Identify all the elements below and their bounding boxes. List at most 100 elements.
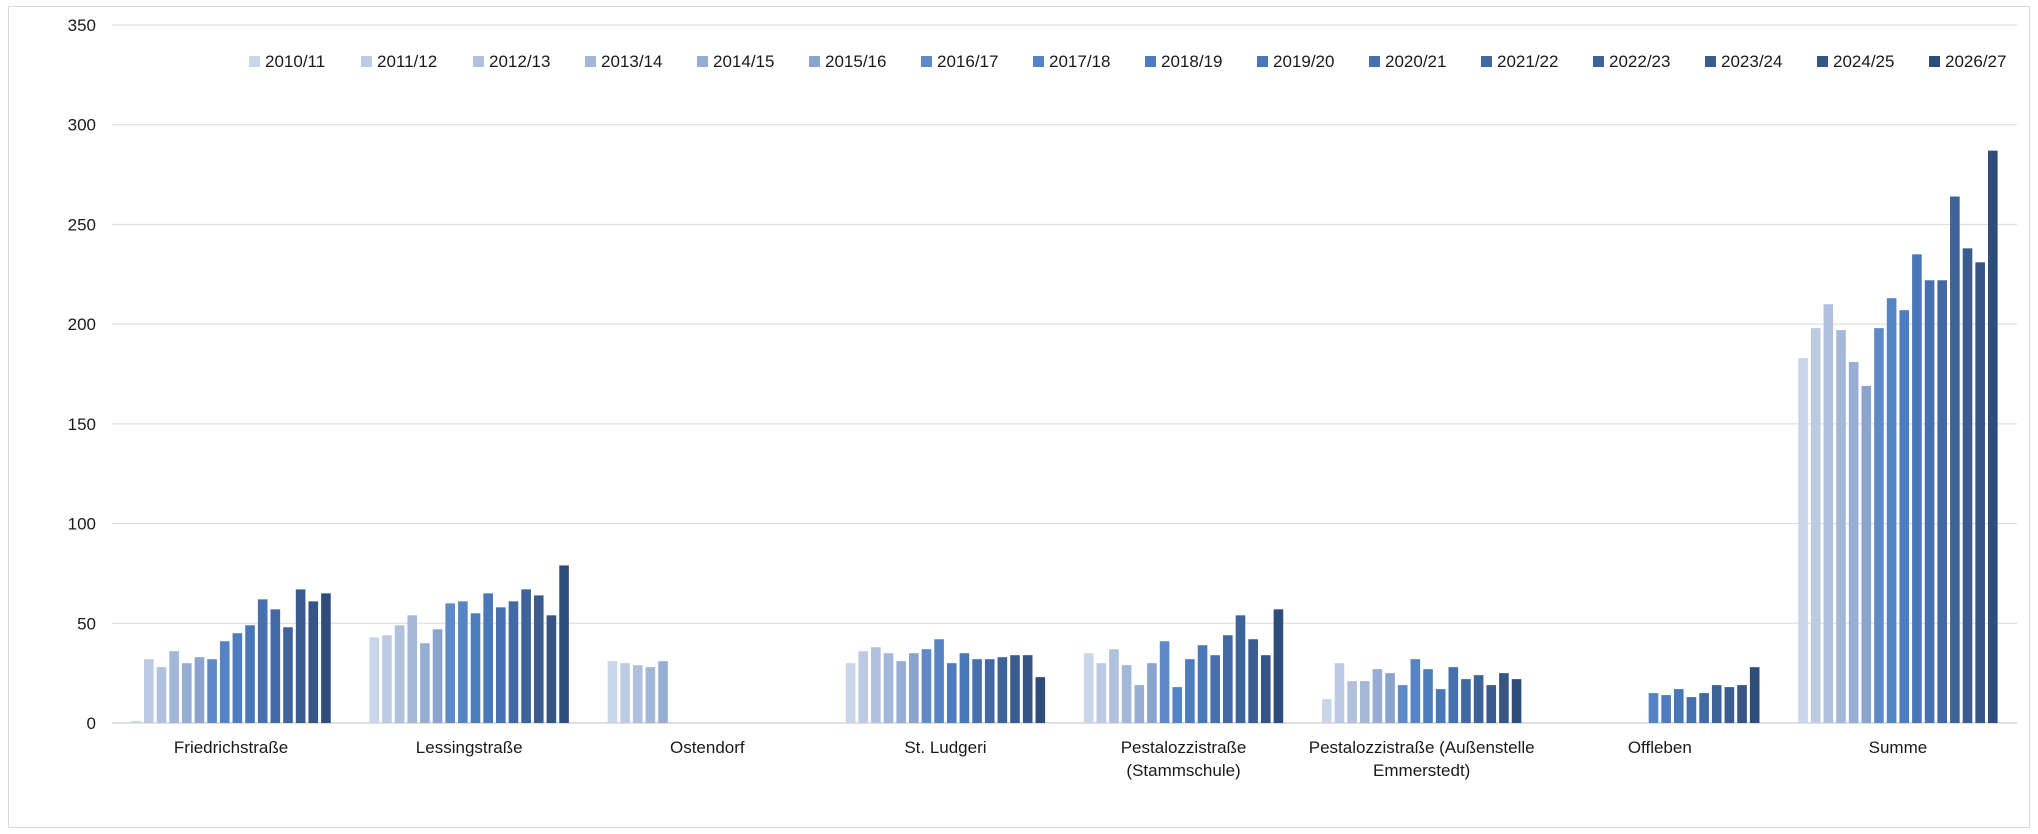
bar: [508, 601, 519, 723]
x-category-label: Pestalozzistraße (Außenstelle: [1309, 738, 1535, 757]
bar: [1172, 687, 1183, 723]
bar: [131, 721, 141, 723]
bar: [1673, 689, 1684, 723]
legend-label: 2026/27: [1945, 52, 2006, 71]
bar: [1083, 653, 1094, 723]
bar: [420, 643, 430, 723]
legend-item: 2024/25: [1817, 52, 1894, 71]
bar: [845, 663, 856, 723]
bar: [984, 659, 995, 723]
x-category-label: Summe: [1869, 738, 1928, 757]
bar: [1035, 677, 1046, 723]
legend-swatch: [1257, 56, 1268, 67]
bar: [1861, 385, 1872, 723]
legend-label: 2023/24: [1721, 52, 1782, 71]
bar: [270, 609, 281, 723]
legend: 2010/11 2011/12 2012/13 2013/14 2014/15 2015/…: [249, 52, 2006, 71]
legend-item: 2021/22: [1481, 52, 1558, 71]
bar-chart: 0 50 100 150 200 250 300 350 Friedrichstraße Les…: [68, 16, 2017, 780]
bar: [1810, 328, 1821, 723]
bar: [219, 641, 230, 723]
bar: [1372, 669, 1383, 723]
bar: [658, 661, 668, 723]
bar: [1197, 645, 1208, 723]
legend-label: 2019/20: [1273, 52, 1334, 71]
legend-item: 2016/17: [921, 52, 998, 71]
bar: [1912, 254, 1922, 723]
legend-swatch: [1369, 56, 1380, 67]
bar: [1798, 358, 1808, 723]
bar: [169, 651, 179, 723]
legend-item: 2017/18: [1033, 52, 1110, 71]
bar: [620, 663, 630, 723]
bar: [1260, 655, 1271, 723]
legend-item: 2014/15: [697, 52, 774, 71]
x-category-label: Friedrichstraße: [174, 738, 288, 757]
bar: [1423, 669, 1433, 723]
legend-swatch: [585, 56, 596, 67]
legend-label: 2022/23: [1609, 52, 1670, 71]
bar: [470, 613, 481, 723]
bar: [156, 667, 167, 723]
bar: [1899, 310, 1910, 723]
bar: [1159, 641, 1170, 723]
legend-label: 2014/15: [713, 52, 774, 71]
bar: [1022, 655, 1033, 723]
bar: [232, 633, 243, 723]
bar: [1147, 663, 1157, 723]
legend-label: 2010/11: [265, 52, 325, 71]
bar: [1248, 639, 1258, 723]
bar: [946, 663, 957, 723]
bar: [1385, 673, 1395, 723]
bar: [1273, 609, 1284, 723]
bar: [1950, 196, 1960, 723]
bar: [1096, 663, 1107, 723]
bar: [1210, 655, 1220, 723]
bar: [407, 615, 418, 723]
bar: [1010, 655, 1020, 723]
bar: [1823, 304, 1834, 723]
bar: [1410, 659, 1421, 723]
bar: [194, 657, 205, 723]
bar: [858, 651, 869, 723]
bar: [1109, 649, 1119, 723]
bar: [1185, 659, 1195, 723]
bar: [1648, 693, 1659, 723]
legend-label: 2011/12: [377, 52, 437, 71]
bar: [1499, 673, 1509, 723]
bar: [1134, 685, 1145, 723]
bar: [369, 637, 380, 723]
bar: [533, 595, 544, 723]
legend-swatch: [697, 56, 708, 67]
legend-item: 2013/14: [585, 52, 662, 71]
legend-item: 2022/23: [1593, 52, 1670, 71]
legend-item: 2011/12: [361, 52, 437, 71]
bar: [1924, 280, 1935, 723]
legend-swatch: [1033, 56, 1044, 67]
x-axis-labels: Friedrichstraße Lessingstraße Ostendorf St.…: [174, 738, 1927, 780]
legend-swatch: [361, 56, 372, 67]
legend-swatch: [809, 56, 820, 67]
y-tick-label: 300: [68, 116, 96, 135]
legend-swatch: [1929, 56, 1940, 67]
bar: [1397, 685, 1408, 723]
bar: [997, 657, 1008, 723]
legend-swatch: [473, 56, 484, 67]
bar: [1724, 687, 1735, 723]
bar: [1359, 681, 1370, 723]
bar: [496, 607, 506, 723]
legend-item: 2012/13: [473, 52, 550, 71]
bar: [257, 599, 268, 723]
legend-swatch: [1817, 56, 1828, 67]
legend-label: 2016/17: [937, 52, 998, 71]
y-tick-label: 0: [87, 714, 96, 733]
legend-label: 2013/14: [601, 52, 662, 71]
legend-item: 2010/11: [249, 52, 325, 71]
bar: [1886, 298, 1897, 723]
legend-label: 2020/21: [1385, 52, 1446, 71]
gridlines: [112, 24, 2017, 724]
y-tick-label: 350: [68, 16, 96, 35]
x-category-label: St. Ludgeri: [904, 738, 986, 757]
legend-label: 2017/18: [1049, 52, 1110, 71]
legend-swatch: [1705, 56, 1716, 67]
